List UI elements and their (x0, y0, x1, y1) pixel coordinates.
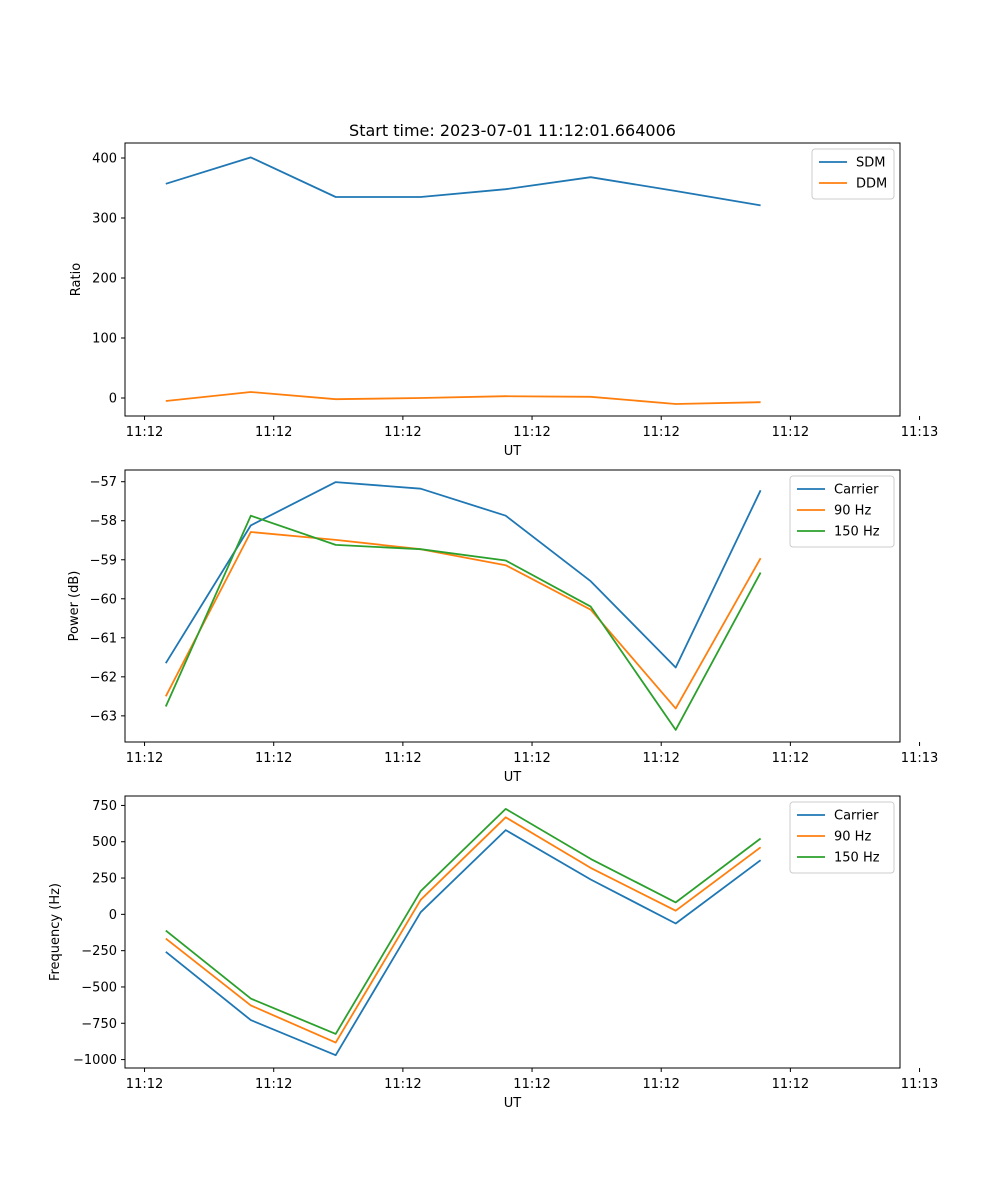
chart-3-legend-label-carrier: Carrier (834, 809, 879, 824)
chart-3-x-tick-label: 11:12 (384, 1077, 421, 1092)
chart-2-y-tick-label: −59 (90, 553, 117, 568)
chart-3-y-tick-label: 500 (92, 835, 117, 850)
chart-3: 11:12 11:12 11:12 11:12 11:12 11:12 11:13 −1000… (48, 795, 938, 1111)
chart-3-y-axis-label: Frequency (Hz) (48, 883, 63, 981)
chart-3-legend: Carrier 90 Hz 150 Hz (789, 801, 895, 874)
chart-1-x-tick-label: 11:12 (255, 425, 292, 440)
chart-3-x-tick-label: 11:13 (901, 1077, 938, 1092)
chart-2-legend: Carrier 90 Hz 150 Hz (789, 475, 895, 548)
chart-1-series-sdm-line (165, 156, 761, 207)
chart-3-legend-box (789, 801, 895, 874)
chart-3-y-tick-label: 0 (109, 908, 117, 923)
chart-3-y-tick-label: 750 (92, 799, 117, 814)
chart-1-plot-frame (124, 142, 901, 417)
chart-1-series-group (165, 156, 761, 405)
chart-3-legend-label-150-hz: 150 Hz (834, 851, 880, 866)
chart-2-y-axis-label: Power (dB) (67, 571, 82, 642)
chart-3-series-group (165, 808, 762, 1057)
chart-2-legend-label-carrier: Carrier (834, 483, 879, 498)
chart-2-plot-frame (124, 469, 901, 743)
chart-1: 11:12 11:12 11:12 11:12 11:12 11:12 11:13 0 100 2… (69, 121, 938, 459)
chart-2-x-tick-label: 11:12 (642, 751, 679, 766)
chart-3-x-tick-label: 11:12 (642, 1077, 679, 1092)
chart-1-x-tick-label: 11:12 (642, 425, 679, 440)
chart-1-y-tick-label: 300 (92, 212, 117, 227)
chart-1-legend-label-ddm: DDM (856, 177, 887, 192)
chart-3-y-tick-label: 250 (92, 872, 117, 887)
chart-1-legend: SDM DDM (811, 148, 895, 200)
chart-3-y-tick-label: −750 (81, 1017, 117, 1032)
chart-3-x-tick-label: 11:12 (255, 1077, 292, 1092)
chart-1-x-tick-label: 11:13 (901, 425, 938, 440)
chart-1-series-ddm-line (165, 391, 761, 405)
chart-1-x-axis-label: UT (504, 444, 522, 459)
chart-2-y-tick-label: −57 (90, 475, 117, 490)
chart-1-x-tick-label: 11:12 (126, 425, 163, 440)
chart-2-series-group (164, 481, 762, 731)
chart-2-y-tick-label: −58 (90, 514, 117, 529)
chart-2-x-tick-label: 11:12 (772, 751, 809, 766)
chart-2-series-carrier-line (165, 481, 762, 669)
chart-3-series-90-hz-line (165, 816, 762, 1044)
chart-2-x-tick-label: 11:12 (255, 751, 292, 766)
chart-1-y-tick-label: 400 (92, 152, 117, 167)
chart-3-plot-frame (124, 795, 901, 1069)
chart-3-y-tick-label: −1000 (73, 1053, 117, 1068)
chart-1-legend-label-sdm: SDM (856, 156, 885, 171)
chart-1-x-tick-label: 11:12 (772, 425, 809, 440)
chart-3-y-tick-label: −250 (81, 944, 117, 959)
chart-1-y-tick-label: 0 (109, 392, 117, 407)
chart-2-x-axis-label: UT (504, 770, 522, 785)
chart-3-y-tick-label: −500 (81, 980, 117, 995)
chart-2-y-tick-label: −63 (90, 709, 117, 724)
chart-1-title: Start time: 2023-07-01 11:12:01.664006 (349, 121, 676, 140)
chart-3-series-carrier-line (165, 829, 762, 1057)
chart-3-x-tick-label: 11:12 (772, 1077, 809, 1092)
chart-2-y-tick-label: −61 (90, 631, 117, 646)
chart-2-series-150-hz-line (164, 514, 762, 731)
chart-1-y-tick-label: 100 (92, 332, 117, 347)
chart-2-x-tick-label: 11:12 (513, 751, 550, 766)
chart-2-series-90-hz-line (165, 531, 762, 710)
chart-1-x-tick-label: 11:12 (384, 425, 421, 440)
chart-2-x-tick-label: 11:12 (384, 751, 421, 766)
chart-1-y-tick-label: 200 (92, 272, 117, 287)
chart-2-x-tick-label: 11:13 (901, 751, 938, 766)
chart-2-legend-label-90-hz: 90 Hz (834, 504, 871, 519)
chart-3-legend-label-90-hz: 90 Hz (834, 830, 871, 845)
chart-3-series-150-hz-line (165, 808, 762, 1035)
chart-2-legend-box (789, 475, 895, 548)
chart-2-y-tick-label: −60 (90, 592, 117, 607)
chart-2: 11:12 11:12 11:12 11:12 11:12 11:12 11:13 −63 −6… (67, 469, 938, 785)
chart-2-x-tick-label: 11:12 (126, 751, 163, 766)
chart-3-x-axis-label: UT (504, 1096, 522, 1111)
chart-2-legend-label-150-hz: 150 Hz (834, 525, 880, 540)
chart-3-x-tick-label: 11:12 (513, 1077, 550, 1092)
chart-3-x-tick-label: 11:12 (126, 1077, 163, 1092)
chart-1-y-axis-label: Ratio (69, 263, 84, 296)
chart-2-y-tick-label: −62 (90, 670, 117, 685)
chart-1-x-tick-label: 11:12 (513, 425, 550, 440)
